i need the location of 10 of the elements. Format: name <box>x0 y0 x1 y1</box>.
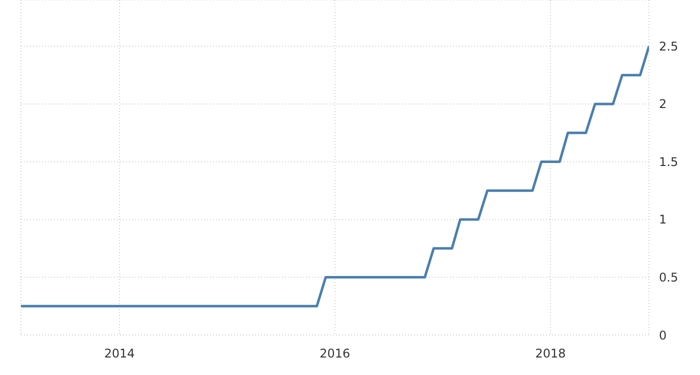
y-tick-label: 1 <box>659 212 667 227</box>
x-tick-label: 2018 <box>535 346 566 361</box>
y-tick-label: 2.5 <box>659 39 678 54</box>
x-tick-label: 2016 <box>320 346 350 361</box>
x-tick-label: 2014 <box>104 346 135 361</box>
y-tick-label: 1.5 <box>659 154 678 169</box>
line-series <box>21 44 649 308</box>
y-tick-label: 2 <box>659 97 667 112</box>
y-tick-label: 0.5 <box>659 270 678 284</box>
y-tick-label: 0 <box>659 328 667 342</box>
